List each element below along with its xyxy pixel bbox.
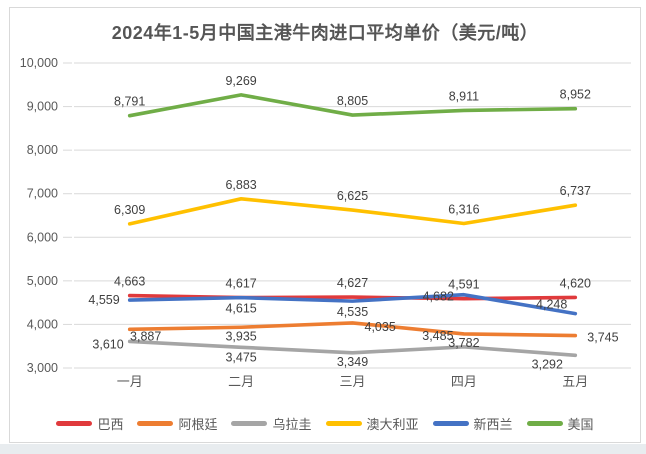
- y-axis-tick-label: 3,000: [27, 361, 58, 375]
- x-axis-tick-label: 一月: [117, 374, 143, 389]
- legend-item-4: 新西兰: [432, 414, 513, 433]
- y-axis-tick-label: 10,000: [20, 56, 58, 70]
- series-line-3: [127, 197, 578, 226]
- legend-label: 阿根廷: [178, 417, 218, 432]
- plot-area: 3,000 4,000 5,000 6,000 7,000 8,000 9,000 10,00…: [20, 56, 631, 389]
- x-axis-tick-label: 四月: [451, 374, 477, 389]
- legend-item-2: 乌拉圭: [231, 414, 312, 433]
- chart-title: 2024年1-5月中国主港牛肉进口平均单价（美元/吨）: [111, 23, 539, 43]
- data-label-series-0: 4,617: [225, 277, 256, 291]
- y-axis-tick-label: 6,000: [27, 230, 58, 244]
- y-axis-tick-label: 8,000: [27, 143, 58, 157]
- data-label-series-4: 4,682: [423, 290, 454, 304]
- legend-label: 美国: [567, 417, 594, 432]
- legend-item-5: 美国: [526, 414, 594, 433]
- data-label-series-3: 6,737: [560, 184, 591, 198]
- chart-card: 2024年1-5月中国主港牛肉进口平均单价（美元/吨） 3,000 4,000 5,…: [9, 7, 641, 443]
- data-label-series-1: 3,745: [587, 331, 618, 345]
- data-label-series-0: 4,627: [337, 276, 368, 290]
- data-label-series-1: 4,035: [365, 320, 396, 334]
- legend-marker-icon: [325, 421, 362, 426]
- page-bottom-strip: [0, 444, 646, 454]
- data-label-series-5: 8,952: [560, 88, 591, 102]
- legend-marker-icon: [231, 421, 268, 426]
- x-axis-tick-label: 三月: [339, 374, 365, 389]
- series-line-5: [127, 93, 578, 118]
- y-axis-tick-label: 5,000: [27, 274, 58, 288]
- data-label-series-4: 4,559: [88, 293, 119, 307]
- data-label-series-2: 3,292: [532, 357, 563, 371]
- data-label-series-3: 6,883: [225, 178, 256, 192]
- y-axis-tick-label: 9,000: [27, 100, 58, 114]
- data-label-series-5: 8,805: [337, 94, 368, 108]
- series-line-2: [127, 339, 578, 358]
- series-line-1: [127, 321, 578, 338]
- legend-marker-icon: [137, 421, 174, 426]
- legend-item-3: 澳大利亚: [325, 414, 419, 433]
- x-axis-tick-label: 五月: [562, 374, 588, 389]
- legend-marker-icon: [526, 421, 563, 426]
- data-label-series-3: 6,316: [448, 203, 479, 217]
- data-label-series-3: 6,625: [337, 189, 368, 203]
- data-label-series-0: 4,620: [560, 276, 591, 290]
- series-line-4: [127, 292, 578, 316]
- legend-label: 新西兰: [473, 417, 513, 432]
- legend-label: 澳大利亚: [366, 417, 419, 432]
- legend-item-0: 巴西: [56, 414, 123, 433]
- chart-legend: 巴西 阿根廷 乌拉圭 澳大利亚 新西兰 美国: [10, 414, 640, 433]
- legend-label: 乌拉圭: [272, 417, 312, 432]
- legend-marker-icon: [432, 421, 469, 426]
- data-label-series-1: 3,782: [448, 336, 479, 350]
- legend-label: 巴西: [97, 417, 124, 432]
- legend-marker-icon: [56, 421, 93, 426]
- data-label-series-2: 3,475: [225, 350, 256, 364]
- data-label-series-2: 3,485: [422, 329, 453, 343]
- data-label-series-5: 9,269: [225, 74, 256, 88]
- data-label-series-0: 4,591: [448, 278, 479, 292]
- data-label-series-5: 8,791: [114, 95, 145, 109]
- legend-item-1: 阿根廷: [137, 414, 217, 433]
- data-label-series-2: 3,610: [92, 337, 123, 351]
- data-label-series-3: 6,309: [114, 203, 145, 217]
- data-label-series-4: 4,615: [225, 302, 256, 316]
- data-label-series-0: 4,663: [114, 275, 145, 289]
- data-label-series-1: 3,887: [130, 329, 161, 343]
- y-axis-tick-label: 4,000: [27, 317, 58, 331]
- data-label-series-5: 8,911: [449, 89, 479, 103]
- data-label-series-4: 4,535: [337, 305, 368, 319]
- data-label-series-4: 4,248: [536, 298, 567, 312]
- data-label-series-2: 3,349: [337, 355, 368, 369]
- data-label-series-1: 3,935: [225, 329, 256, 343]
- y-axis-tick-label: 7,000: [27, 187, 58, 201]
- x-axis-tick-label: 二月: [228, 374, 254, 389]
